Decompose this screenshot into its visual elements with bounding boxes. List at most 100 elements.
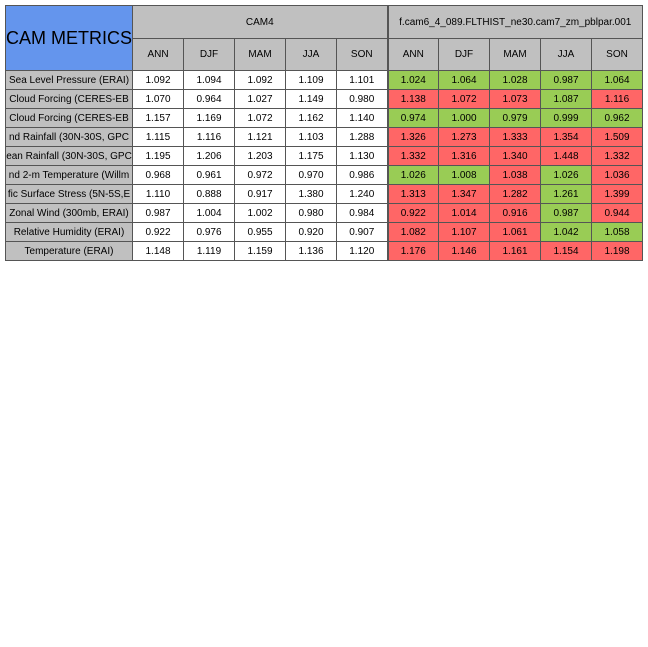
cam6-value-cell: 1.064	[590, 70, 644, 90]
cam6-value-cell: 1.509	[590, 127, 644, 147]
cam4-value-cell: 1.159	[234, 241, 286, 261]
cam4-value-cell: 1.121	[234, 127, 286, 147]
cam6-value-cell: 1.354	[540, 127, 592, 147]
cam4-value-cell: 1.103	[285, 127, 337, 147]
table-row: Temperature (ERAI) 1.148 1.119 1.159 1.136 1.…	[5, 241, 644, 261]
cam4-value-cell: 1.002	[234, 203, 286, 223]
cam6-value-cell: 1.273	[438, 127, 490, 147]
cam4-value-cell: 0.922	[132, 222, 184, 242]
cam4-value-cell: 1.288	[336, 127, 388, 147]
group-header-cam6: f.cam6_4_089.FLTHIST_ne30.cam7_zm_pblpar…	[386, 5, 644, 39]
cam4-value-cell: 1.148	[132, 241, 184, 261]
cam6-value-cell: 1.026	[540, 165, 592, 185]
cam4-value-cell: 0.980	[336, 89, 388, 109]
cam4-value-cell: 0.986	[336, 165, 388, 185]
cam6-value-cell: 1.176	[386, 241, 439, 261]
cam6-value-cell: 1.399	[590, 184, 644, 204]
cam4-value-cell: 1.120	[336, 241, 388, 261]
cam6-value-cell: 1.107	[438, 222, 490, 242]
row-label: ean Rainfall (30N-30S, GPC	[5, 146, 133, 166]
cam4-value-cell: 1.380	[285, 184, 337, 204]
cam6-value-cell: 0.962	[590, 108, 644, 128]
cam6-value-cell: 0.987	[540, 203, 592, 223]
cam4-value-cell: 1.157	[132, 108, 184, 128]
cam6-value-cell: 1.332	[590, 146, 644, 166]
cam6-value-cell: 0.944	[590, 203, 644, 223]
cam6-value-cell: 1.058	[590, 222, 644, 242]
cam6-value-cell: 1.042	[540, 222, 592, 242]
row-label-text: Cloud Forcing (CERES-EB	[9, 93, 129, 105]
season-header-djf: DJF	[183, 38, 235, 71]
season-header-son: SON	[590, 38, 644, 71]
cam4-value-cell: 0.964	[183, 89, 235, 109]
table-row: nd 2-m Temperature (Willm 0.968 0.961 0.972…	[5, 165, 644, 185]
cam6-value-cell: 0.974	[386, 108, 439, 128]
cam4-value-cell: 0.968	[132, 165, 184, 185]
metrics-body: Sea Level Pressure (ERAI) 1.092 1.094 1.092…	[5, 70, 644, 261]
cam4-value-cell: 1.175	[285, 146, 337, 166]
cam6-value-cell: 1.072	[438, 89, 490, 109]
cam4-value-cell: 1.072	[234, 108, 286, 128]
row-label: Zonal Wind (300mb, ERAI)	[5, 203, 133, 223]
cam6-value-cell: 1.146	[438, 241, 490, 261]
group-header-row: CAM METRICS CAM4 f.cam6_4_089.FLTHIST_ne…	[5, 5, 644, 71]
cam4-value-cell: 1.136	[285, 241, 337, 261]
season-header-son: SON	[336, 38, 388, 71]
cam6-value-cell: 1.014	[438, 203, 490, 223]
cam6-value-cell: 0.999	[540, 108, 592, 128]
cam4-value-cell: 1.027	[234, 89, 286, 109]
cam4-value-cell: 0.972	[234, 165, 286, 185]
cam6-value-cell: 1.333	[489, 127, 541, 147]
cam4-value-cell: 1.115	[132, 127, 184, 147]
cam6-value-cell: 1.073	[489, 89, 541, 109]
cam4-value-cell: 1.109	[285, 70, 337, 90]
cam4-value-cell: 0.917	[234, 184, 286, 204]
table-row: Sea Level Pressure (ERAI) 1.092 1.094 1.092…	[5, 70, 644, 90]
cam4-value-cell: 1.110	[132, 184, 184, 204]
cam4-value-cell: 0.976	[183, 222, 235, 242]
cam4-value-cell: 0.907	[336, 222, 388, 242]
cam6-value-cell: 0.922	[386, 203, 439, 223]
table-row: nd Rainfall (30N-30S, GPC 1.115 1.116 1.121…	[5, 127, 644, 147]
cam6-value-cell: 1.028	[489, 70, 541, 90]
cam4-value-cell: 0.987	[132, 203, 184, 223]
season-header-mam: MAM	[489, 38, 541, 71]
cam6-value-cell: 1.332	[386, 146, 439, 166]
cam4-value-cell: 1.140	[336, 108, 388, 128]
cam4-value-cell: 0.961	[183, 165, 235, 185]
cam4-value-cell: 0.955	[234, 222, 286, 242]
cam6-value-cell: 1.161	[489, 241, 541, 261]
cam6-value-cell: 1.154	[540, 241, 592, 261]
season-header-jja: JJA	[540, 38, 592, 71]
cam4-value-cell: 1.130	[336, 146, 388, 166]
cam6-value-cell: 1.347	[438, 184, 490, 204]
cam4-value-cell: 0.980	[285, 203, 337, 223]
cam6-value-cell: 1.326	[386, 127, 439, 147]
cam4-value-cell: 1.206	[183, 146, 235, 166]
cam6-value-cell: 1.448	[540, 146, 592, 166]
season-header-row: ANN DJF MAM JJA SON ANN DJF MAM JJA SON	[6, 38, 644, 71]
row-label: nd Rainfall (30N-30S, GPC	[5, 127, 133, 147]
cam6-value-cell: 1.198	[590, 241, 644, 261]
table-row: Relative Humidity (ERAI) 0.922 0.976 0.955 0…	[5, 222, 644, 242]
cam6-value-cell: 1.064	[438, 70, 490, 90]
cam6-value-cell: 1.313	[386, 184, 439, 204]
cam4-value-cell: 1.092	[132, 70, 184, 90]
table-row: fic Surface Stress (5N-5S,E 1.110 0.888 0.9…	[5, 184, 644, 204]
cam6-value-cell: 1.082	[386, 222, 439, 242]
cam6-value-cell: 1.024	[386, 70, 439, 90]
cam6-value-cell: 0.987	[540, 70, 592, 90]
cam6-value-cell: 0.916	[489, 203, 541, 223]
cam4-value-cell: 1.116	[183, 127, 235, 147]
row-label: Cloud Forcing (CERES-EB	[5, 108, 133, 128]
cam4-value-cell: 0.888	[183, 184, 235, 204]
cam4-value-cell: 1.092	[234, 70, 286, 90]
table-row: Cloud Forcing (CERES-EB 1.157 1.169 1.072 1.…	[5, 108, 644, 128]
row-label: nd 2-m Temperature (Willm	[5, 165, 133, 185]
season-header-ann: ANN	[386, 38, 439, 71]
cam4-value-cell: 1.094	[183, 70, 235, 90]
cam6-value-cell: 1.316	[438, 146, 490, 166]
cam4-value-cell: 1.169	[183, 108, 235, 128]
row-label: Sea Level Pressure (ERAI)	[5, 70, 133, 90]
row-label-text: Relative Humidity (ERAI)	[13, 226, 125, 238]
